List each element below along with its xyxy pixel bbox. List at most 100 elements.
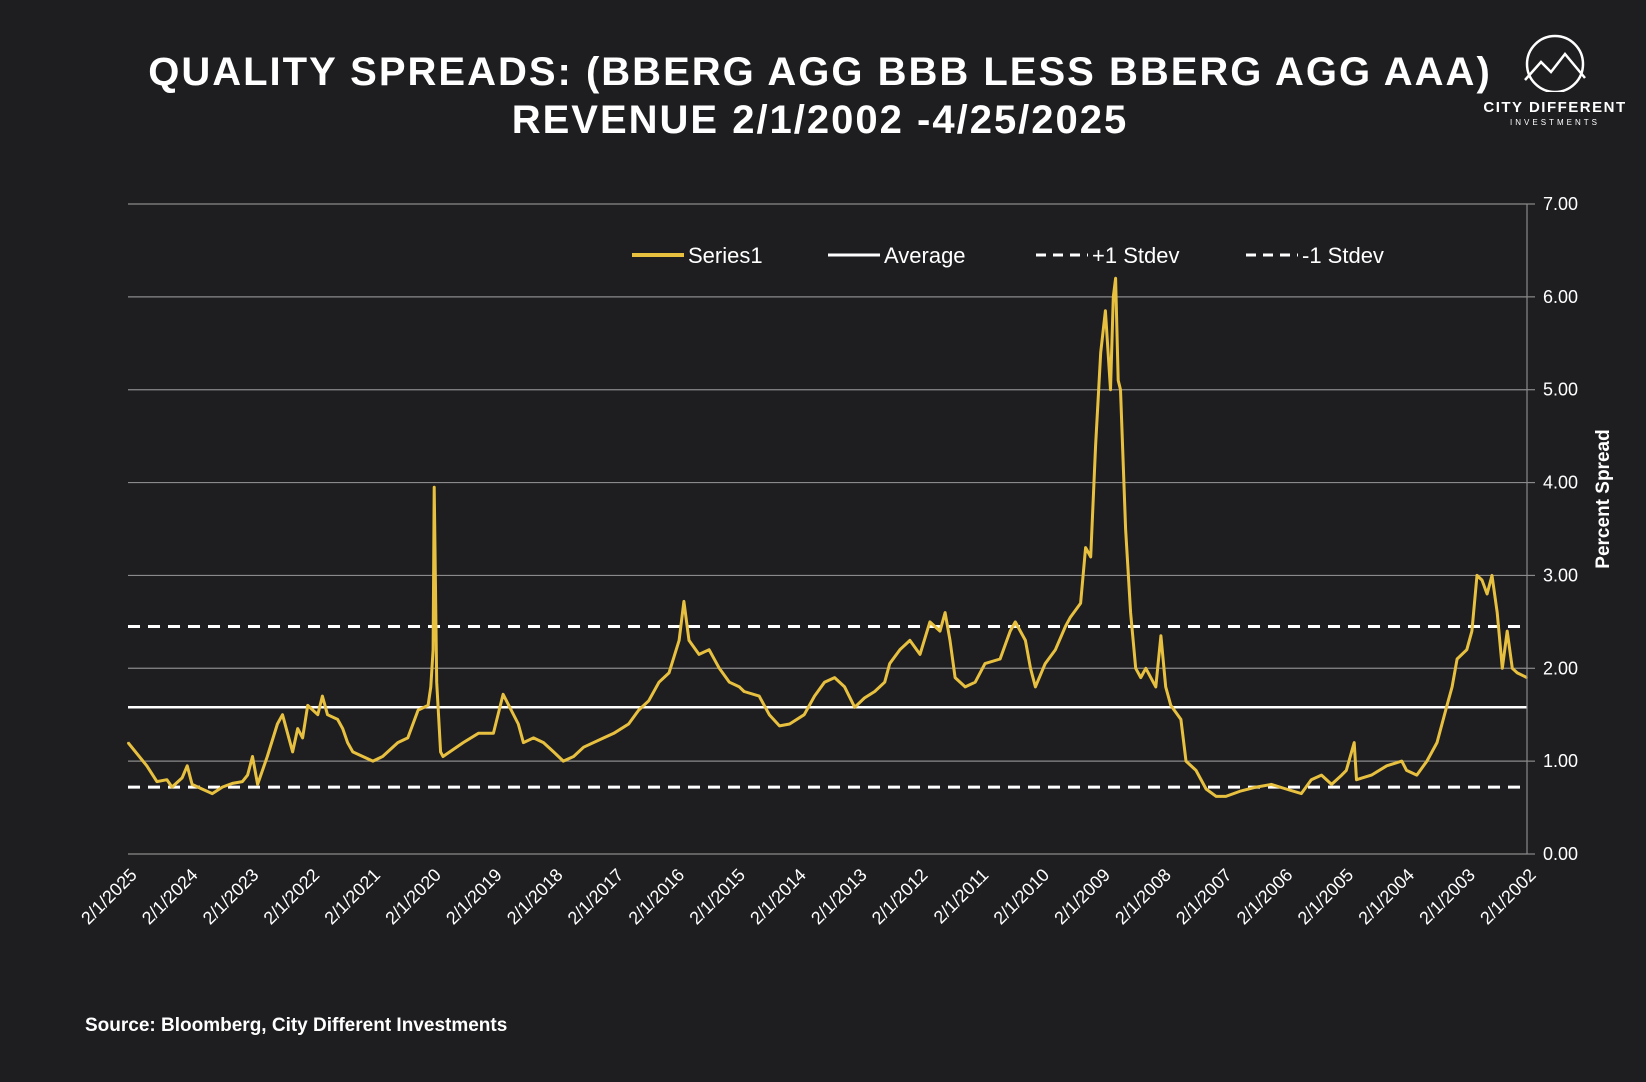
data-point (266, 755, 269, 758)
data-point (939, 630, 941, 632)
data-point (813, 695, 816, 697)
axes: 0.00 1.00 2.00 3.00 4.00 5.00 6.00 7.00 Percent … (77, 194, 1614, 928)
data-point (1029, 667, 1032, 670)
data-point (1094, 444, 1097, 447)
data-point (427, 704, 429, 707)
data-point (1426, 760, 1428, 762)
data-point (156, 780, 158, 783)
data-point (582, 746, 585, 749)
x-tick-label: 2/1/2015 (685, 865, 749, 929)
data-point (909, 639, 911, 642)
data-point (145, 764, 148, 767)
data-point (833, 676, 836, 679)
x-tick-label: 2/1/2009 (1050, 865, 1114, 929)
x-tick-label: 2/1/2021 (320, 865, 384, 929)
data-point (1270, 783, 1273, 786)
data-point (602, 737, 605, 739)
data-point (1129, 611, 1132, 614)
x-tick-label: 2/1/2011 (930, 865, 993, 928)
data-point (1119, 388, 1122, 391)
logo-name: CITY DIFFERENT (1483, 99, 1627, 116)
x-tick-label: 2/1/2007 (1172, 865, 1236, 929)
data-point (1481, 579, 1483, 581)
legend-label: +1 Stdev (1092, 243, 1179, 268)
data-point (1345, 769, 1348, 772)
data-point (221, 786, 224, 788)
y-tick-label: 7.00 (1543, 194, 1578, 214)
data-point (362, 755, 364, 758)
data-point (336, 718, 339, 721)
data-point (698, 653, 700, 656)
data-point (1416, 774, 1418, 776)
data-point (1491, 574, 1493, 577)
data-point (1511, 667, 1514, 670)
data-point (191, 783, 193, 786)
data-point (658, 681, 660, 684)
data-point (321, 695, 324, 697)
data-point (276, 723, 279, 725)
data-point (372, 760, 374, 762)
data-point (668, 672, 670, 674)
data-point (1300, 792, 1303, 795)
data-point (326, 713, 329, 716)
data-point (432, 648, 434, 651)
data-point (301, 737, 304, 739)
data-point (562, 760, 565, 762)
data-point (788, 723, 791, 725)
data-point (1501, 667, 1504, 670)
data-point (171, 786, 173, 788)
data-point (863, 697, 866, 699)
data-point (346, 741, 349, 744)
data-point (1084, 546, 1087, 549)
data-point (944, 611, 946, 614)
data-point (1446, 704, 1448, 707)
title-line-2: REVENUE 2/1/2002 -4/25/2025 (511, 98, 1129, 142)
data-point (738, 686, 741, 688)
reference-lines (128, 625, 1527, 789)
data-point (1160, 634, 1162, 637)
data-point (1310, 778, 1313, 781)
x-tick-label: 2/1/2013 (807, 865, 871, 929)
data-point (251, 755, 254, 758)
data-point (949, 639, 951, 642)
data-point (954, 676, 956, 679)
data-point (492, 732, 495, 735)
data-point (396, 741, 399, 744)
data-point (1014, 621, 1017, 623)
y-axis-title: Percent Spread (1593, 429, 1614, 568)
data-point (1353, 741, 1355, 744)
gridlines (128, 203, 1527, 855)
data-point (246, 774, 249, 776)
data-point (181, 777, 183, 779)
data-point (1064, 625, 1067, 628)
x-tick-label: 2/1/2003 (1415, 865, 1479, 929)
logo-subtitle: INVESTMENTS (1510, 118, 1600, 127)
y-tick-label: 3.00 (1543, 565, 1578, 585)
x-tick-label: 2/1/2005 (1294, 865, 1358, 929)
data-point (291, 751, 294, 753)
data-point (743, 690, 745, 693)
data-point (1240, 790, 1242, 792)
y-tick-label: 2.00 (1543, 658, 1578, 678)
x-tick-label: 2/1/2016 (625, 865, 689, 929)
data-point (1340, 774, 1343, 776)
data-point (552, 751, 555, 753)
data-point (417, 709, 419, 711)
data-point (1255, 786, 1258, 788)
legend-item: Series1 (632, 243, 763, 268)
data-point (1330, 783, 1333, 786)
y-tick-label: 4.00 (1543, 473, 1578, 493)
source-note: Source: Bloomberg, City Different Invest… (85, 1015, 508, 1036)
data-point (637, 709, 640, 711)
data-point (758, 695, 761, 697)
data-point (1124, 528, 1127, 530)
data-point (843, 686, 846, 688)
y-tick-label: 5.00 (1543, 380, 1578, 400)
data-point (1164, 686, 1167, 688)
data-point (1185, 760, 1187, 762)
data-point (1009, 630, 1012, 632)
data-point (1170, 704, 1172, 707)
data-point (1370, 774, 1373, 776)
data-point (522, 741, 525, 744)
